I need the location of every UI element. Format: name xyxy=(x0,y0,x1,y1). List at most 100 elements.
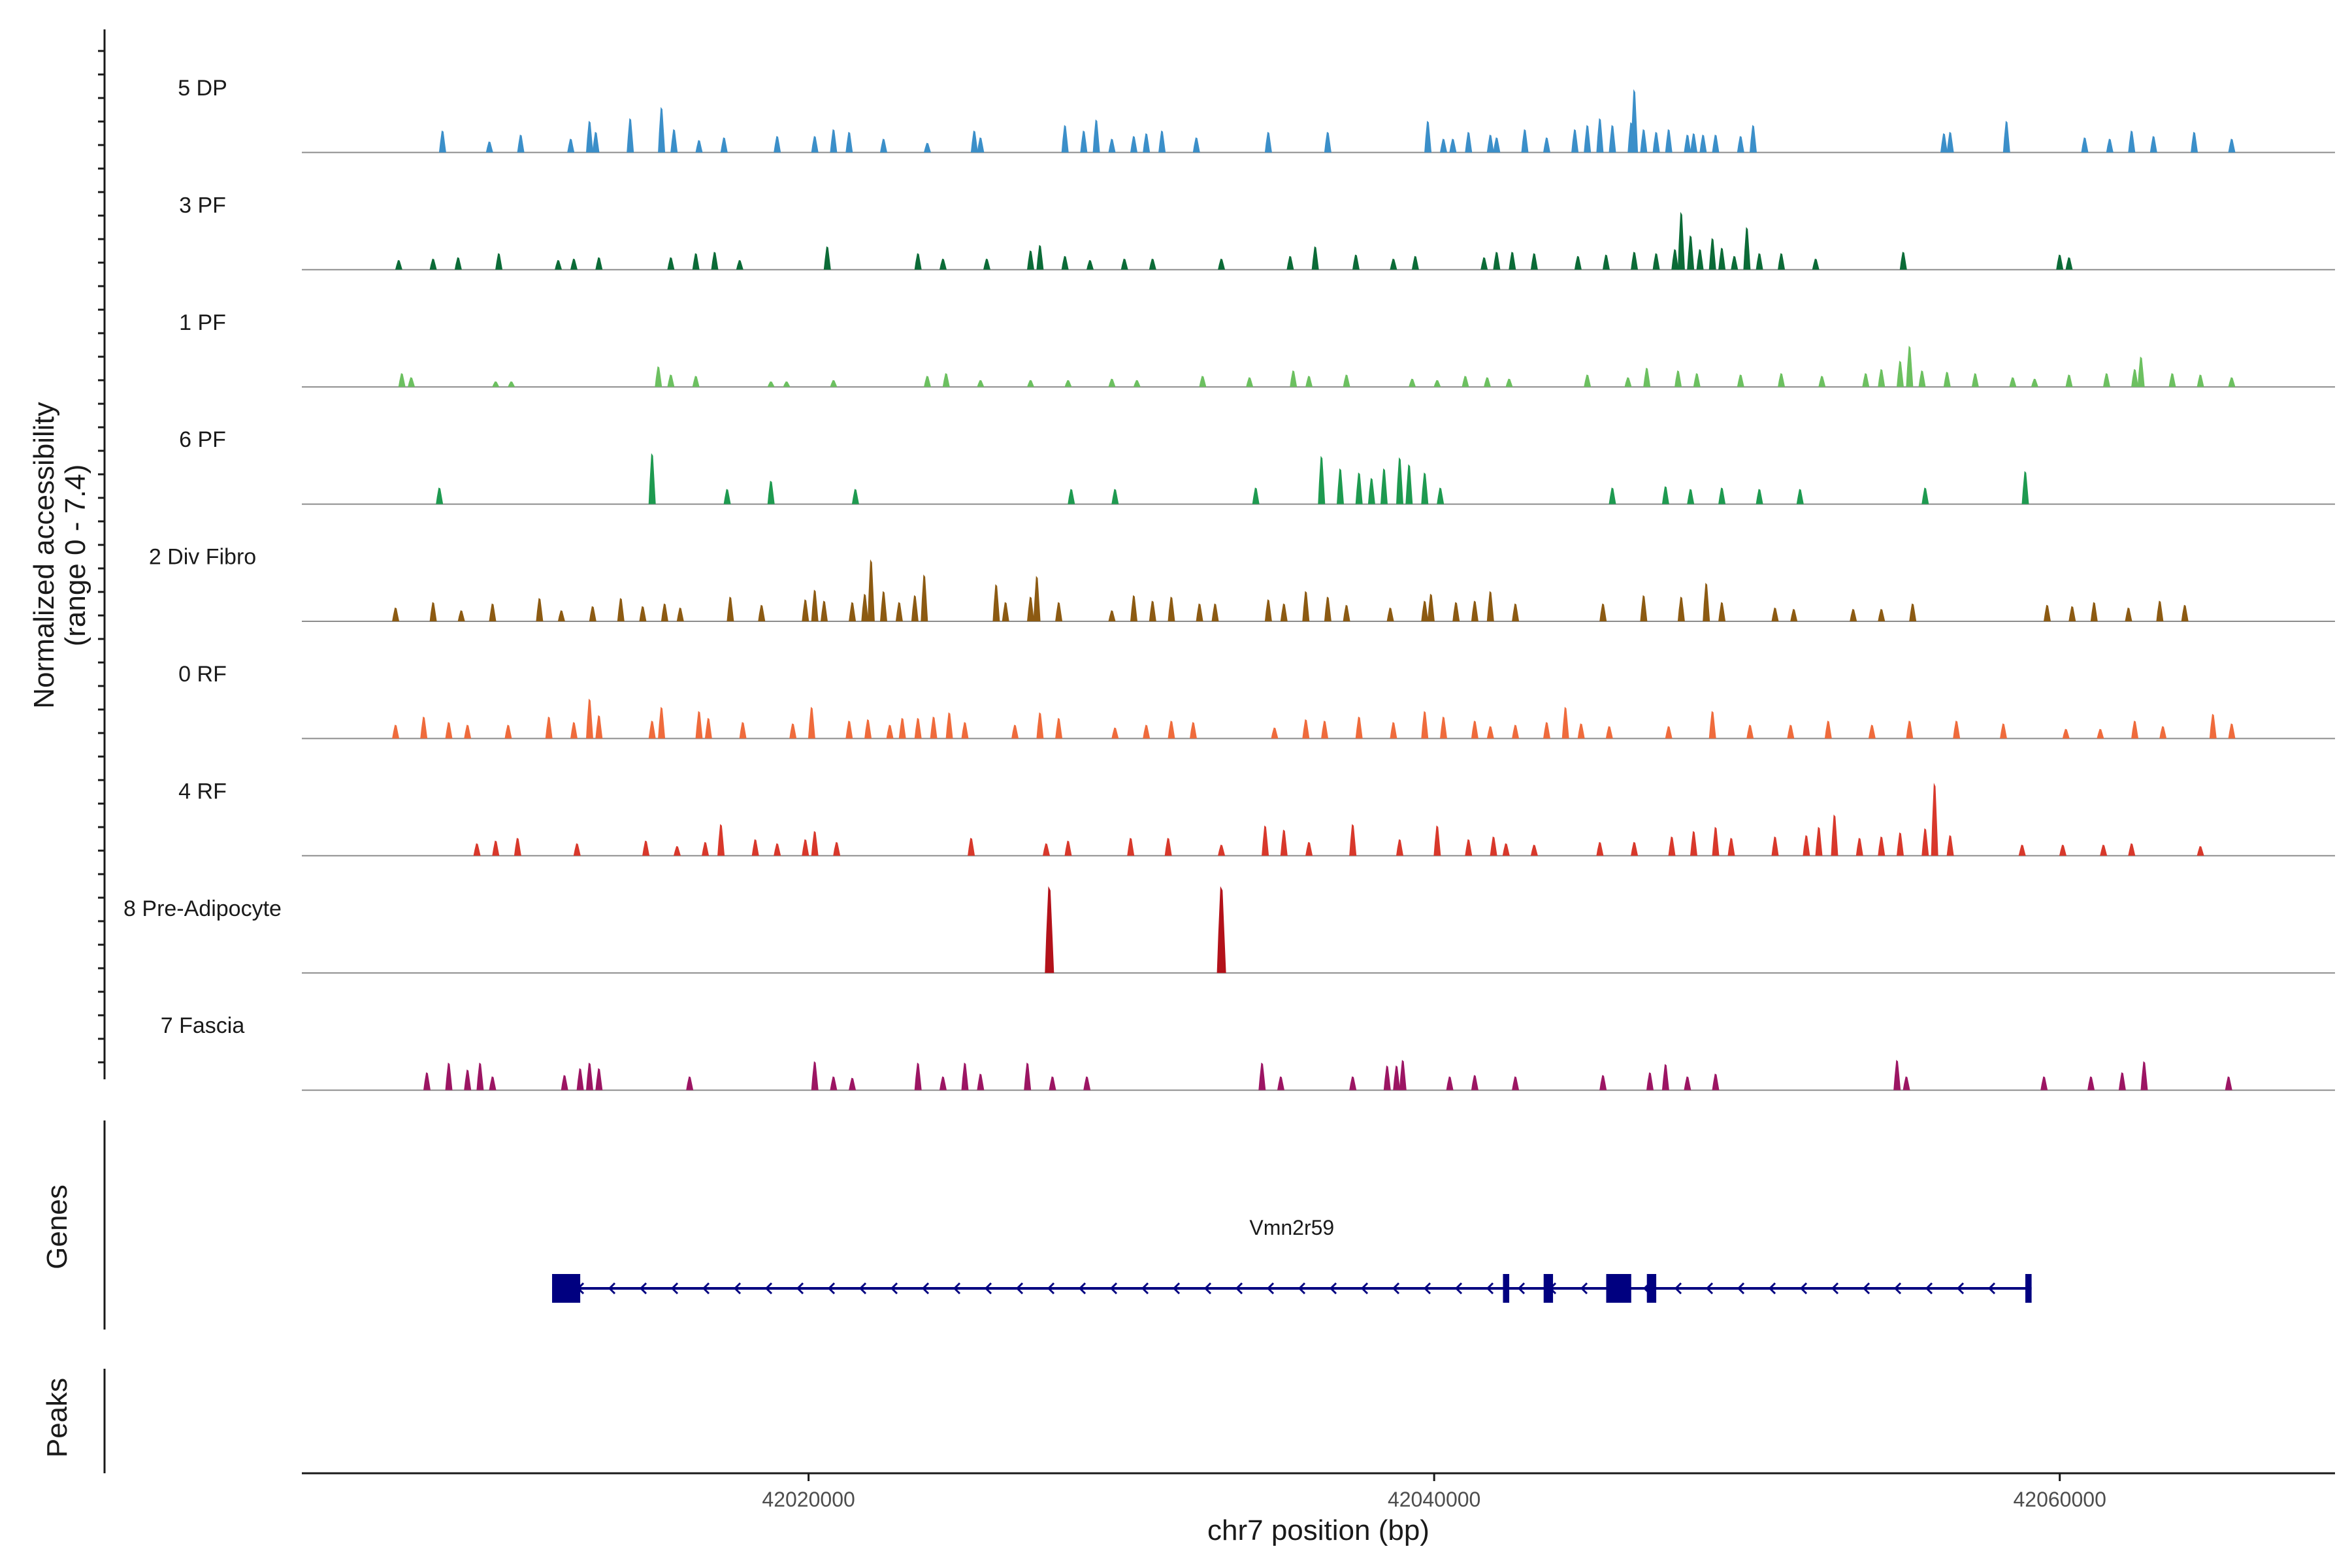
coverage-peak-mark xyxy=(1349,1076,1357,1090)
coverage-peak-mark xyxy=(476,1062,484,1090)
coverage-peak-mark xyxy=(1668,836,1676,856)
coverage-peak-mark xyxy=(1486,591,1494,621)
strand-arrow-mark xyxy=(1831,1282,1839,1295)
coverage-peak-mark xyxy=(1352,254,1360,270)
coverage-peak-mark xyxy=(1718,602,1726,621)
coverage-peak-mark xyxy=(1130,595,1137,621)
coverage-peak-mark xyxy=(676,607,684,621)
coverage-peak-mark xyxy=(1324,131,1331,153)
coverage-peak-mark xyxy=(1396,839,1403,856)
coverage-peak-mark xyxy=(1771,836,1779,856)
strand-arrow-mark xyxy=(1956,1282,1965,1295)
coverage-peak-mark xyxy=(1530,253,1538,270)
coverage-peak-mark xyxy=(767,381,775,387)
coverage-peak-mark xyxy=(2137,356,2145,387)
track-label: 5 DP xyxy=(178,76,227,101)
coverage-peak-mark xyxy=(2225,1076,2232,1090)
gene-exon-mark xyxy=(1646,1274,1657,1303)
coverage-peak-mark xyxy=(1868,725,1876,739)
coverage-peak-mark xyxy=(2156,600,2164,621)
coverage-peak-mark xyxy=(945,712,953,739)
coverage-peak-mark xyxy=(880,591,887,621)
strand-arrow-mark xyxy=(1203,1282,1212,1295)
coverage-peak-mark xyxy=(658,706,666,739)
coverage-peak-mark xyxy=(492,840,500,856)
coverage-peak-mark xyxy=(1921,487,1929,504)
coverage-peak-mark xyxy=(570,258,578,270)
strand-arrow-mark xyxy=(1454,1282,1463,1295)
coverage-peak-mark xyxy=(617,598,625,621)
coverage-peak-mark xyxy=(1712,826,1720,856)
coverage-peak-mark xyxy=(1168,596,1175,621)
coverage-peak-mark xyxy=(1055,717,1063,739)
coverage-peak-mark xyxy=(1737,374,1744,387)
coverage-peak-mark xyxy=(1446,1076,1454,1090)
strand-arrow-mark xyxy=(984,1282,992,1295)
coverage-peak-mark xyxy=(739,722,747,739)
coverage-peak-mark xyxy=(2090,602,2098,621)
coverage-peak-mark xyxy=(1380,468,1388,504)
coverage-peak-mark xyxy=(1164,838,1172,856)
strand-arrow-mark xyxy=(1329,1282,1337,1295)
coverage-peak-mark xyxy=(704,717,712,739)
coverage-peak-mark xyxy=(1064,380,1072,387)
coverage-peak-mark xyxy=(1677,596,1685,621)
gene-exon-mark xyxy=(2025,1274,2032,1303)
strand-arrow-mark xyxy=(953,1282,961,1295)
coverage-peak-mark xyxy=(1465,839,1473,856)
coverage-peak-mark xyxy=(867,559,875,621)
coverage-peak-mark xyxy=(457,610,465,621)
x-axis-title: chr7 position (bp) xyxy=(1207,1514,1429,1546)
coverage-peak-mark xyxy=(1684,1076,1691,1090)
coverage-peak-mark xyxy=(1321,721,1329,739)
coverage-peak-mark xyxy=(1665,129,1673,153)
coverage-peak-mark xyxy=(1818,376,1826,387)
coverage-peak-mark xyxy=(1687,235,1695,270)
coverage-peak-mark xyxy=(1696,249,1704,270)
coverage-peak-mark xyxy=(392,607,400,621)
coverage-peak-mark xyxy=(1878,368,1886,387)
coverage-peak-mark xyxy=(2081,137,2089,153)
coverage-peak-mark xyxy=(1693,373,1701,387)
coverage-peak-mark xyxy=(1027,380,1034,387)
coverage-peak-mark xyxy=(783,381,791,387)
coverage-peak-mark xyxy=(983,258,990,270)
coverage-peak-mark xyxy=(2140,1061,2148,1090)
coverage-peak-mark xyxy=(1584,374,1592,387)
coverage-peak-mark xyxy=(1190,722,1197,739)
coverage-peak-mark xyxy=(2128,843,2136,856)
coverage-peak-mark xyxy=(2097,728,2104,739)
coverage-peak-mark xyxy=(811,136,819,153)
coverage-peak-mark xyxy=(695,711,703,739)
coverage-peak-mark xyxy=(1127,838,1135,856)
track-label: 8 Pre-Adipocyte xyxy=(123,896,282,921)
coverage-peak-mark xyxy=(1909,603,1917,621)
coverage-peak-mark xyxy=(1449,139,1457,153)
coverage-peak-mark xyxy=(642,840,650,856)
coverage-track: 5 DP xyxy=(178,76,2335,154)
coverage-peak-mark xyxy=(1561,706,1569,739)
coverage-peak-mark xyxy=(1750,125,1757,153)
coverage-peak-mark xyxy=(2106,139,2114,153)
coverage-peak-mark xyxy=(717,824,725,856)
coverage-peak-mark xyxy=(1640,595,1648,621)
coverage-peak-mark xyxy=(573,843,581,856)
coverage-peak-mark xyxy=(1421,600,1429,621)
coverage-peak-mark xyxy=(2125,607,2132,621)
coverage-peak-mark xyxy=(833,841,841,856)
coverage-peak-mark xyxy=(2000,723,2007,739)
gene-name-label: Vmn2r59 xyxy=(1249,1216,1334,1239)
track-label: 2 Div Fibro xyxy=(149,545,256,570)
coverage-peak-mark xyxy=(1421,711,1429,739)
coverage-peak-mark xyxy=(1803,835,1810,856)
coverage-peak-mark xyxy=(2209,713,2217,739)
coverage-peak-mark xyxy=(1940,133,1948,153)
coverage-peak-mark xyxy=(595,1068,603,1090)
coverage-peak-mark xyxy=(1906,721,1914,739)
coverage-peak-mark xyxy=(1086,260,1094,270)
coverage-peak-mark xyxy=(1778,373,1786,387)
coverage-peak-mark xyxy=(489,603,497,621)
coverage-peak-mark xyxy=(1399,1060,1407,1090)
coverage-peak-mark xyxy=(1599,603,1607,621)
coverage-peak-mark xyxy=(1712,1073,1720,1090)
